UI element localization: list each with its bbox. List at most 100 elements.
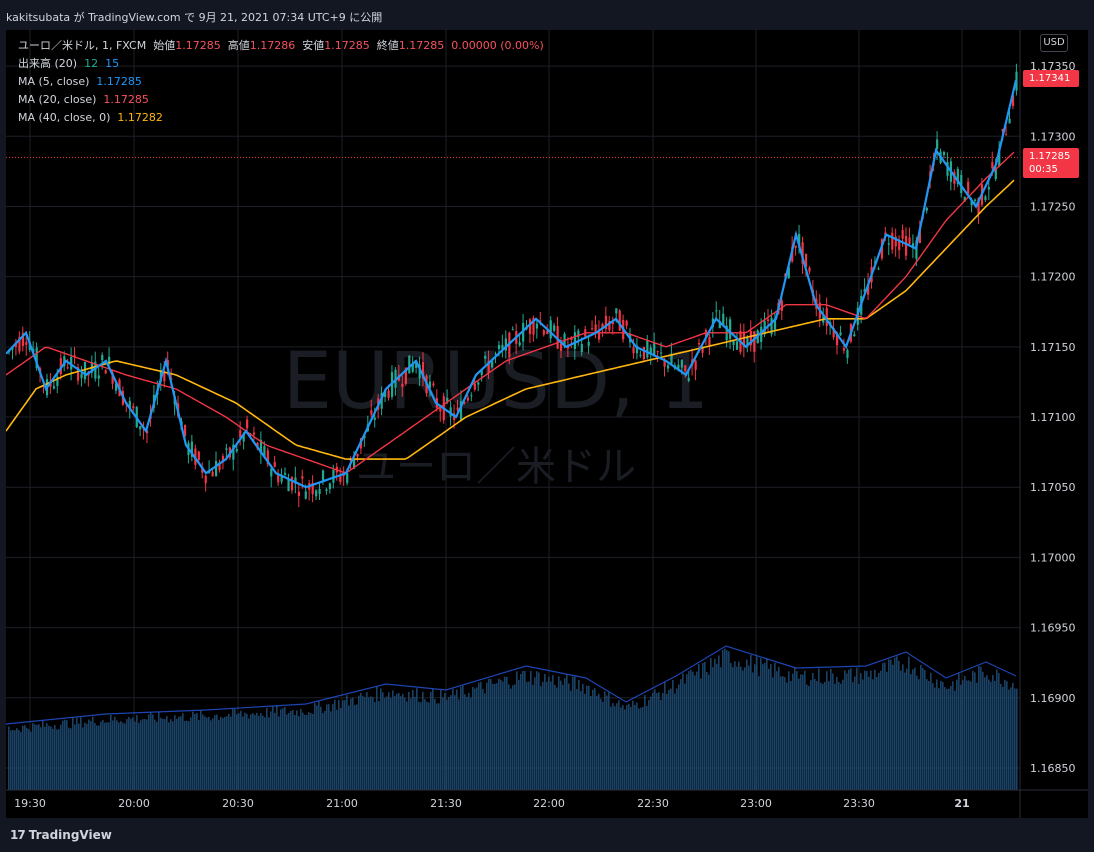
volume-bar bbox=[384, 698, 386, 790]
volume-bar bbox=[100, 721, 102, 790]
tradingview-brand[interactable]: 17 TradingView bbox=[10, 828, 112, 842]
volume-bar bbox=[136, 715, 138, 790]
volume-bar bbox=[66, 720, 68, 790]
volume-bar bbox=[660, 699, 662, 790]
candle-body bbox=[101, 354, 104, 361]
volume-bar bbox=[684, 683, 686, 790]
candle-body bbox=[891, 232, 894, 250]
candle-body bbox=[239, 430, 242, 438]
volume-bar bbox=[524, 670, 526, 790]
volume-bar bbox=[594, 688, 596, 790]
volume-bar bbox=[514, 684, 516, 790]
volume-bar bbox=[716, 663, 718, 790]
candle-body bbox=[604, 315, 608, 330]
ma40-line bbox=[6, 179, 1015, 460]
candle-body bbox=[56, 376, 59, 386]
volume-bar bbox=[816, 680, 818, 790]
volume-bar bbox=[522, 671, 524, 790]
volume-bar bbox=[472, 687, 474, 790]
volume-bar bbox=[202, 714, 204, 790]
volume-bar bbox=[486, 682, 488, 790]
volume-bar bbox=[218, 719, 220, 790]
volume-bar bbox=[784, 677, 786, 790]
volume-bar bbox=[926, 679, 928, 790]
ma5-line bbox=[6, 79, 1018, 489]
volume-bar bbox=[914, 667, 916, 790]
price-tick-label: 1.17050 bbox=[1030, 481, 1076, 494]
legend-ma40: MA (40, close, 0) 1.17282 bbox=[18, 111, 163, 124]
volume-bar bbox=[654, 689, 656, 790]
volume-bar bbox=[996, 669, 998, 790]
volume-bar bbox=[256, 712, 258, 790]
volume-bar bbox=[14, 730, 16, 790]
volume-bar bbox=[856, 667, 858, 790]
candle-body bbox=[484, 355, 487, 359]
candle-body bbox=[404, 367, 407, 384]
volume-bar bbox=[10, 730, 12, 790]
volume-bar bbox=[86, 723, 88, 790]
volume-bar bbox=[970, 681, 972, 790]
volume-bar bbox=[500, 679, 502, 790]
volume-bar bbox=[378, 701, 380, 790]
volume-bar bbox=[452, 688, 454, 790]
volume-bar bbox=[224, 716, 226, 790]
volume-bar bbox=[44, 726, 46, 790]
volume-bar bbox=[244, 712, 246, 790]
volume-bar bbox=[40, 727, 42, 790]
volume-bar bbox=[528, 681, 530, 790]
volume-bar bbox=[910, 674, 912, 790]
volume-bar bbox=[810, 680, 812, 790]
volume-bar bbox=[434, 698, 436, 790]
volume-bar bbox=[300, 708, 302, 790]
volume-bar bbox=[678, 684, 680, 790]
volume-bar bbox=[92, 716, 94, 790]
price-chart[interactable]: EURUSD, 1 ユーロ／米ドル 1.173501.173001.172501… bbox=[6, 30, 1088, 818]
candle-body bbox=[252, 432, 256, 435]
volume-bar bbox=[916, 675, 918, 790]
candle-body bbox=[746, 337, 749, 346]
candle-body bbox=[370, 410, 373, 415]
volume-bar bbox=[304, 714, 306, 790]
volume-bar bbox=[120, 721, 122, 790]
volume-bar bbox=[706, 672, 708, 790]
candle-body bbox=[215, 461, 218, 477]
volume-bar bbox=[82, 727, 84, 790]
volume-bar bbox=[502, 681, 504, 790]
time-tick-label: 20:30 bbox=[222, 797, 254, 810]
candle-body bbox=[504, 338, 507, 351]
candle-body bbox=[677, 364, 680, 370]
volume-bar bbox=[688, 671, 690, 790]
volume-bar bbox=[314, 703, 316, 790]
volume-bar bbox=[390, 697, 392, 790]
candle-body bbox=[235, 449, 238, 452]
currency-button[interactable]: USD bbox=[1040, 34, 1068, 52]
candle-body bbox=[66, 367, 69, 369]
volume-bar bbox=[458, 699, 460, 790]
volume-bar bbox=[208, 716, 210, 790]
volume-bar bbox=[728, 651, 730, 790]
volume-bar bbox=[194, 714, 196, 790]
candle-body bbox=[832, 327, 835, 338]
legend-ohlc: ユーロ／米ドル, 1, FXCM 始値1.17285 高値1.17286 安値1… bbox=[18, 39, 544, 52]
price-tick-label: 1.17250 bbox=[1030, 200, 1076, 213]
volume-bar bbox=[274, 712, 276, 790]
volume-bar bbox=[766, 658, 768, 790]
volume-bar bbox=[884, 662, 886, 790]
volume-bar bbox=[70, 728, 72, 790]
candle-body bbox=[594, 324, 597, 334]
volume-bar bbox=[622, 705, 624, 790]
volume-bar bbox=[158, 712, 160, 790]
volume-bar bbox=[422, 691, 424, 790]
volume-bar bbox=[638, 708, 640, 790]
volume-bar bbox=[404, 697, 406, 790]
volume-bar bbox=[726, 650, 728, 790]
volume-bar bbox=[350, 698, 352, 790]
volume-bar bbox=[696, 671, 698, 790]
candle-body bbox=[732, 341, 735, 346]
volume-bar bbox=[58, 729, 60, 790]
candle-body bbox=[225, 448, 228, 450]
volume-bar bbox=[560, 680, 562, 790]
volume-bar bbox=[938, 688, 940, 790]
price-tick-label: 1.17300 bbox=[1030, 130, 1076, 143]
volume-bar bbox=[324, 711, 326, 790]
